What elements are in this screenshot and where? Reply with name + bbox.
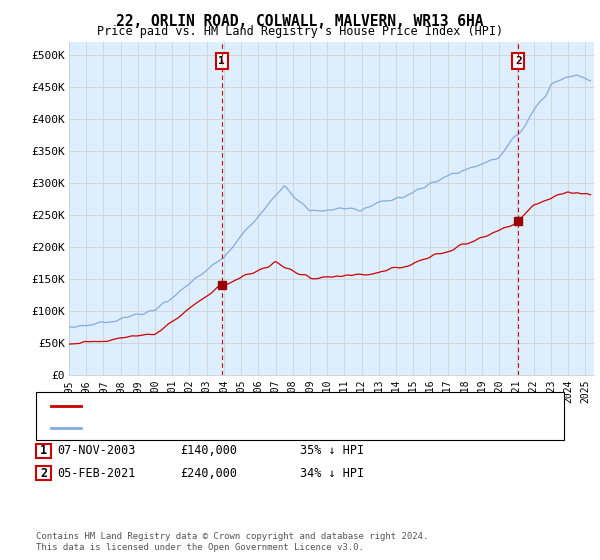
Text: 22, ORLIN ROAD, COLWALL, MALVERN, WR13 6HA (detached house): 22, ORLIN ROAD, COLWALL, MALVERN, WR13 6… <box>84 402 438 412</box>
Text: £140,000: £140,000 <box>180 444 237 458</box>
Text: £240,000: £240,000 <box>180 466 237 480</box>
Text: 2: 2 <box>515 56 521 66</box>
Text: 35% ↓ HPI: 35% ↓ HPI <box>300 444 364 458</box>
Text: Price paid vs. HM Land Registry's House Price Index (HPI): Price paid vs. HM Land Registry's House … <box>97 25 503 38</box>
Text: 07-NOV-2003: 07-NOV-2003 <box>57 444 136 458</box>
Text: 05-FEB-2021: 05-FEB-2021 <box>57 466 136 480</box>
Text: 1: 1 <box>218 56 225 66</box>
Text: 34% ↓ HPI: 34% ↓ HPI <box>300 466 364 480</box>
Text: HPI: Average price, detached house, Herefordshire: HPI: Average price, detached house, Here… <box>84 424 378 433</box>
Text: 2: 2 <box>40 466 47 480</box>
Text: 22, ORLIN ROAD, COLWALL, MALVERN, WR13 6HA: 22, ORLIN ROAD, COLWALL, MALVERN, WR13 6… <box>116 14 484 29</box>
Text: Contains HM Land Registry data © Crown copyright and database right 2024.
This d: Contains HM Land Registry data © Crown c… <box>36 532 428 552</box>
Text: 1: 1 <box>40 444 47 458</box>
